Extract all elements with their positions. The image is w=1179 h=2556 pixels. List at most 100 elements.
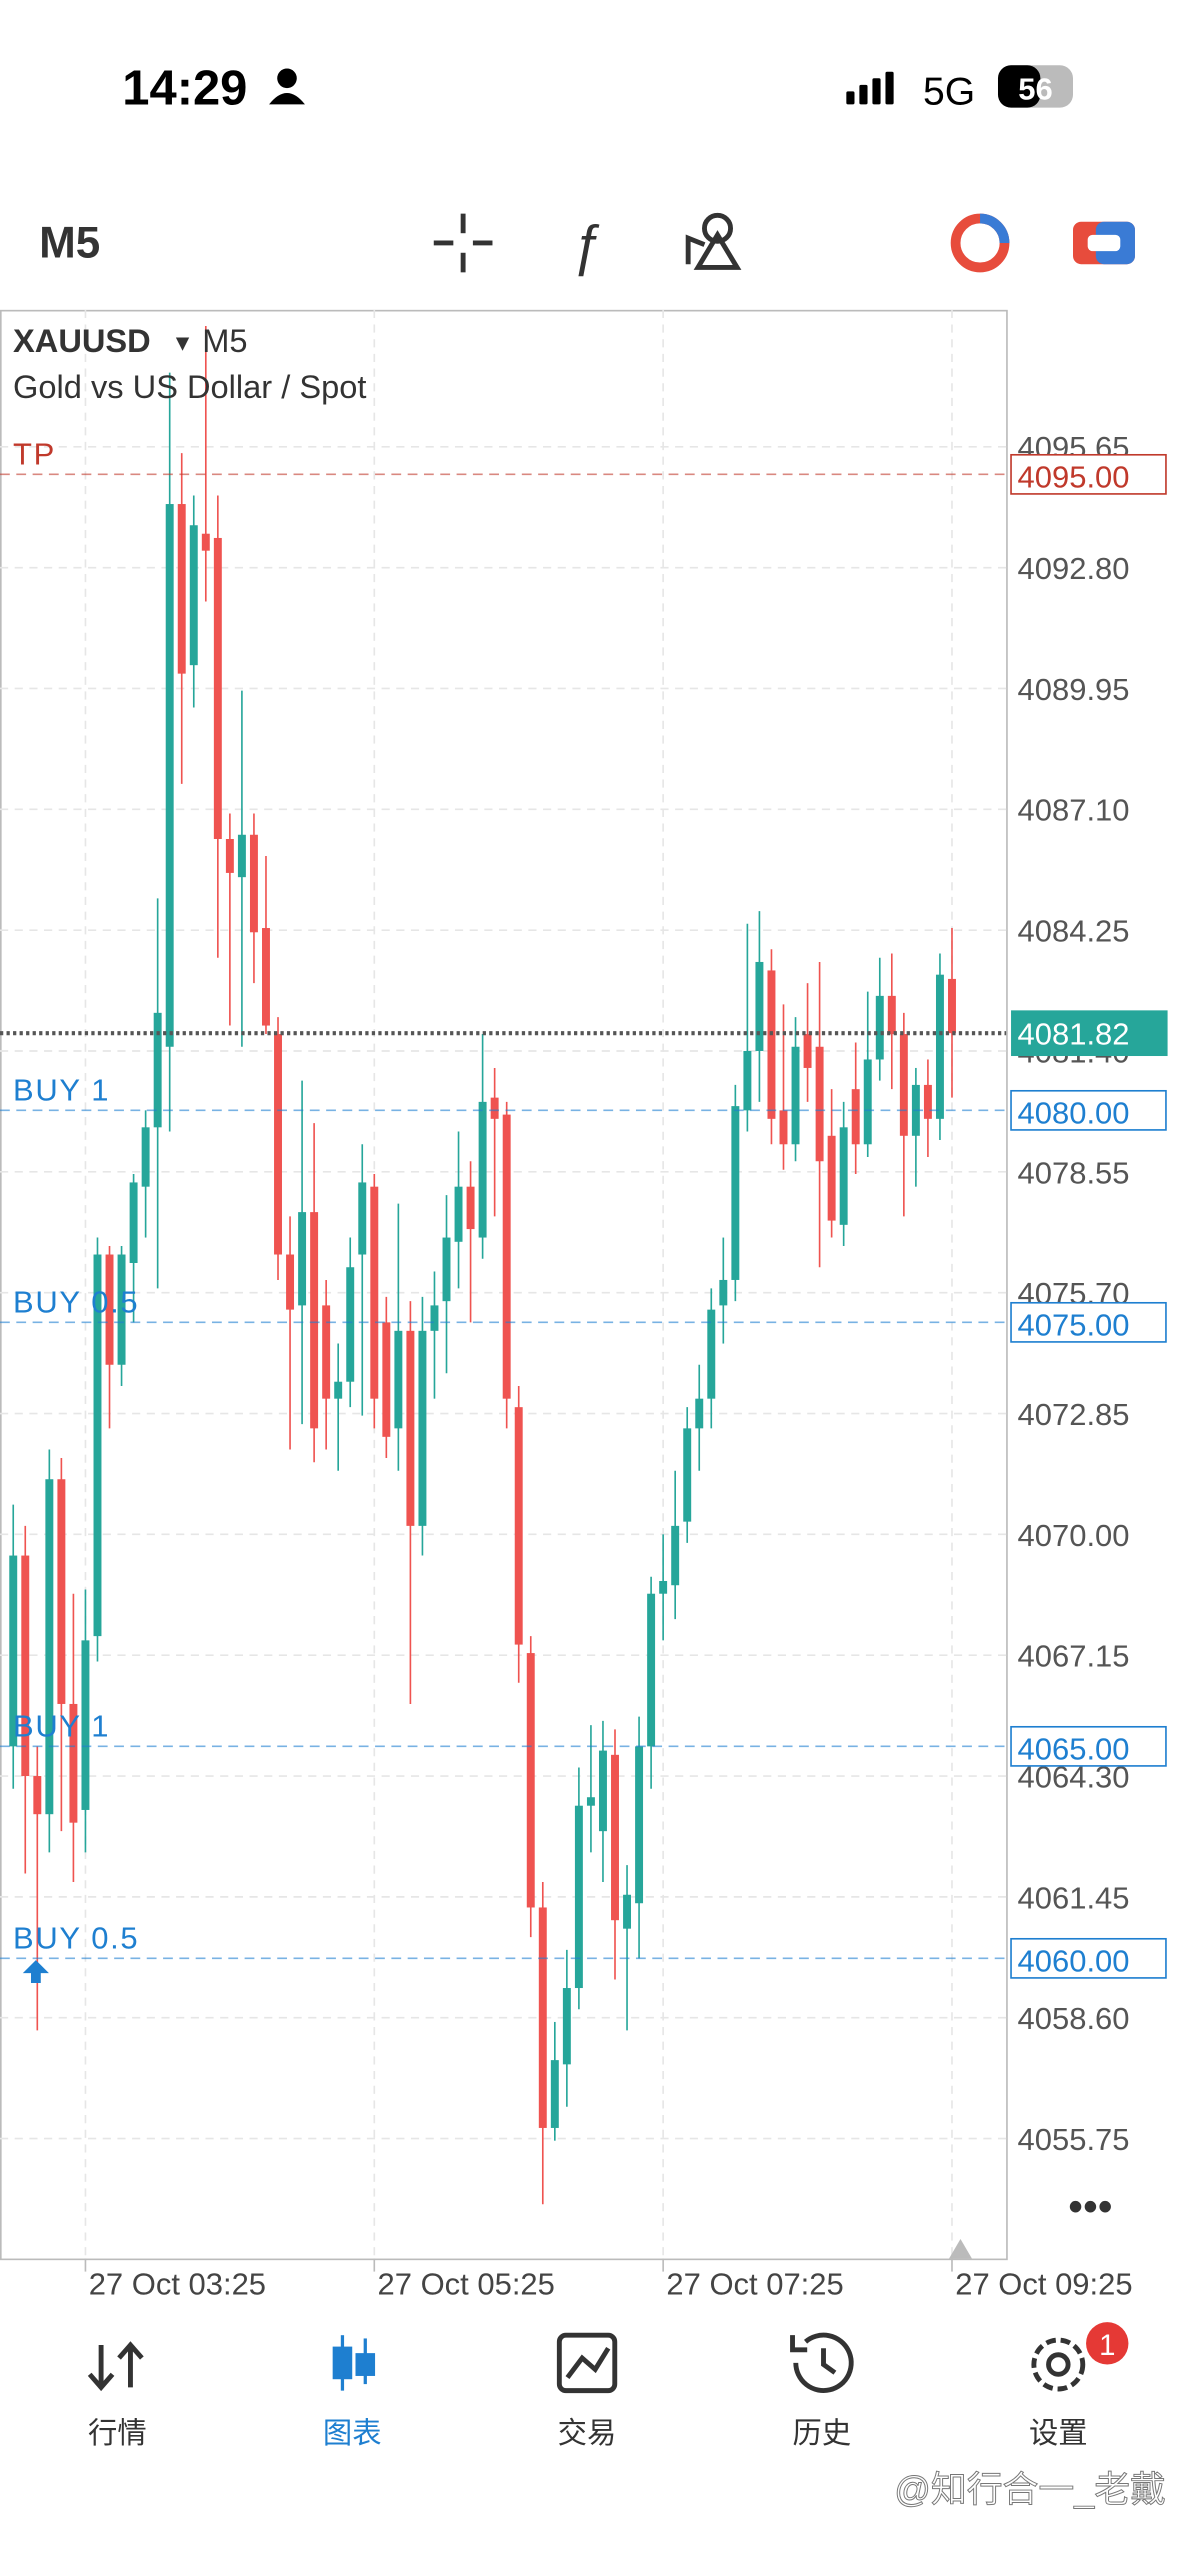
candle-body bbox=[346, 1267, 355, 1382]
y-tick-label: 4058.60 bbox=[1018, 2001, 1130, 2036]
candle-body bbox=[57, 1479, 66, 1704]
dropdown-caret[interactable]: ▼ bbox=[171, 330, 194, 356]
candle-body bbox=[803, 1034, 812, 1068]
person-icon bbox=[269, 68, 305, 105]
indicators-button[interactable]: ƒ bbox=[571, 214, 602, 277]
candle-body bbox=[815, 1046, 824, 1162]
candle-body bbox=[189, 525, 198, 666]
chart-icon bbox=[332, 2335, 376, 2391]
level-price: 4075.00 bbox=[1018, 1307, 1130, 1342]
candle-body bbox=[948, 978, 956, 1034]
more-button[interactable]: ••• bbox=[1068, 2183, 1113, 2230]
candle-body bbox=[695, 1398, 704, 1429]
candle-body bbox=[9, 1555, 18, 1747]
signal-icon bbox=[846, 71, 894, 105]
candle-body bbox=[538, 1907, 547, 2128]
tab-label[interactable]: 行情 bbox=[88, 2417, 147, 2450]
timeframe-button[interactable]: M5 bbox=[39, 219, 100, 268]
candle-body bbox=[141, 1127, 150, 1187]
candle-body bbox=[502, 1114, 511, 1399]
level-label: BUY 0.5 bbox=[13, 1921, 139, 1956]
candle-body bbox=[779, 1110, 788, 1145]
candle-body bbox=[839, 1127, 848, 1225]
shift-marker bbox=[949, 2238, 972, 2259]
tab-label[interactable]: 历史 bbox=[793, 2417, 852, 2450]
candle-body bbox=[731, 1106, 740, 1280]
candle-body bbox=[310, 1212, 319, 1429]
candle-body bbox=[382, 1322, 391, 1437]
candle-body bbox=[574, 1805, 583, 1989]
badge bbox=[1086, 2322, 1129, 2365]
tab-bar: 1 行情 图表 交易 历史 设置 bbox=[87, 2322, 1129, 2450]
candle-body bbox=[165, 504, 174, 1047]
candle-body bbox=[454, 1186, 463, 1242]
y-tick-label: 4084.25 bbox=[1018, 914, 1130, 949]
objects-button[interactable] bbox=[685, 212, 742, 270]
candle-body bbox=[514, 1407, 523, 1645]
candle-body bbox=[406, 1330, 415, 1526]
candle-body bbox=[81, 1640, 90, 1810]
candle-body bbox=[370, 1186, 379, 1399]
candle-body bbox=[322, 1305, 331, 1399]
candle-body bbox=[334, 1381, 343, 1399]
x-tick-label: 27 Oct 07:25 bbox=[666, 2266, 843, 2301]
candle-body bbox=[719, 1279, 728, 1306]
badge-count: 1 bbox=[1099, 2329, 1115, 2362]
candle-body bbox=[526, 1653, 535, 1908]
candle-body bbox=[262, 928, 270, 1026]
x-tick-label: 27 Oct 03:25 bbox=[89, 2266, 266, 2301]
candle-body bbox=[743, 1050, 752, 1111]
chart-frame bbox=[0, 309, 1008, 2261]
candle-body bbox=[93, 1254, 102, 1637]
trade-button[interactable] bbox=[1073, 221, 1135, 265]
candle-body bbox=[394, 1330, 403, 1429]
y-tick-label: 4067.15 bbox=[1018, 1639, 1130, 1674]
y-tick-label: 4089.95 bbox=[1018, 672, 1130, 707]
candle-body bbox=[562, 1988, 571, 2065]
candle-body bbox=[490, 1097, 499, 1119]
last-price-box bbox=[1011, 1010, 1168, 1057]
candle-body bbox=[249, 834, 258, 933]
candle-body bbox=[105, 1254, 114, 1365]
candle-body bbox=[767, 970, 776, 1119]
tab-label[interactable]: 图表 bbox=[323, 2417, 382, 2450]
level-label: BUY 0.5 bbox=[13, 1285, 139, 1320]
symbol: XAUUSD bbox=[13, 322, 151, 359]
y-tick-label: 4072.85 bbox=[1018, 1397, 1130, 1432]
candle-body bbox=[45, 1479, 54, 1815]
candle-body bbox=[213, 537, 222, 839]
candle-body bbox=[129, 1182, 138, 1263]
candle-body bbox=[755, 961, 764, 1051]
y-tick-label: 4092.80 bbox=[1018, 551, 1130, 586]
battery-text: 56 bbox=[1018, 71, 1052, 106]
chart-timeframe: M5 bbox=[202, 322, 247, 359]
candle-body bbox=[635, 1746, 644, 1904]
level-price-box bbox=[1010, 1725, 1167, 1767]
status-time: 14:29 bbox=[122, 61, 247, 115]
level-price-box bbox=[1010, 1301, 1167, 1343]
candle-body bbox=[647, 1593, 656, 1747]
candle-body bbox=[177, 504, 186, 674]
tab-label[interactable]: 设置 bbox=[1029, 2417, 1088, 2450]
account-button[interactable] bbox=[950, 213, 1010, 273]
candle-body bbox=[935, 974, 944, 1119]
last-price: 4081.82 bbox=[1018, 1017, 1130, 1052]
y-tick-label: 4078.55 bbox=[1018, 1155, 1130, 1190]
quotes-icon bbox=[87, 2341, 144, 2392]
level-price: 4060.00 bbox=[1018, 1943, 1130, 1978]
crosshair-button[interactable] bbox=[433, 213, 493, 273]
y-tick-label: 4055.75 bbox=[1018, 2122, 1130, 2157]
candle-body bbox=[550, 2060, 559, 2128]
level-price: 4095.00 bbox=[1018, 459, 1130, 494]
candle-body bbox=[237, 834, 246, 878]
tab-label[interactable]: 交易 bbox=[558, 2417, 617, 2450]
candle-body bbox=[358, 1182, 367, 1255]
candle-body bbox=[466, 1186, 475, 1230]
candle-body bbox=[899, 1034, 908, 1136]
candle-body bbox=[611, 1754, 619, 1921]
level-label: BUY 1 bbox=[13, 1073, 110, 1108]
level-price-box bbox=[1010, 453, 1167, 495]
y-tick-label: 4061.45 bbox=[1018, 1880, 1130, 1915]
candle-body bbox=[851, 1089, 860, 1145]
